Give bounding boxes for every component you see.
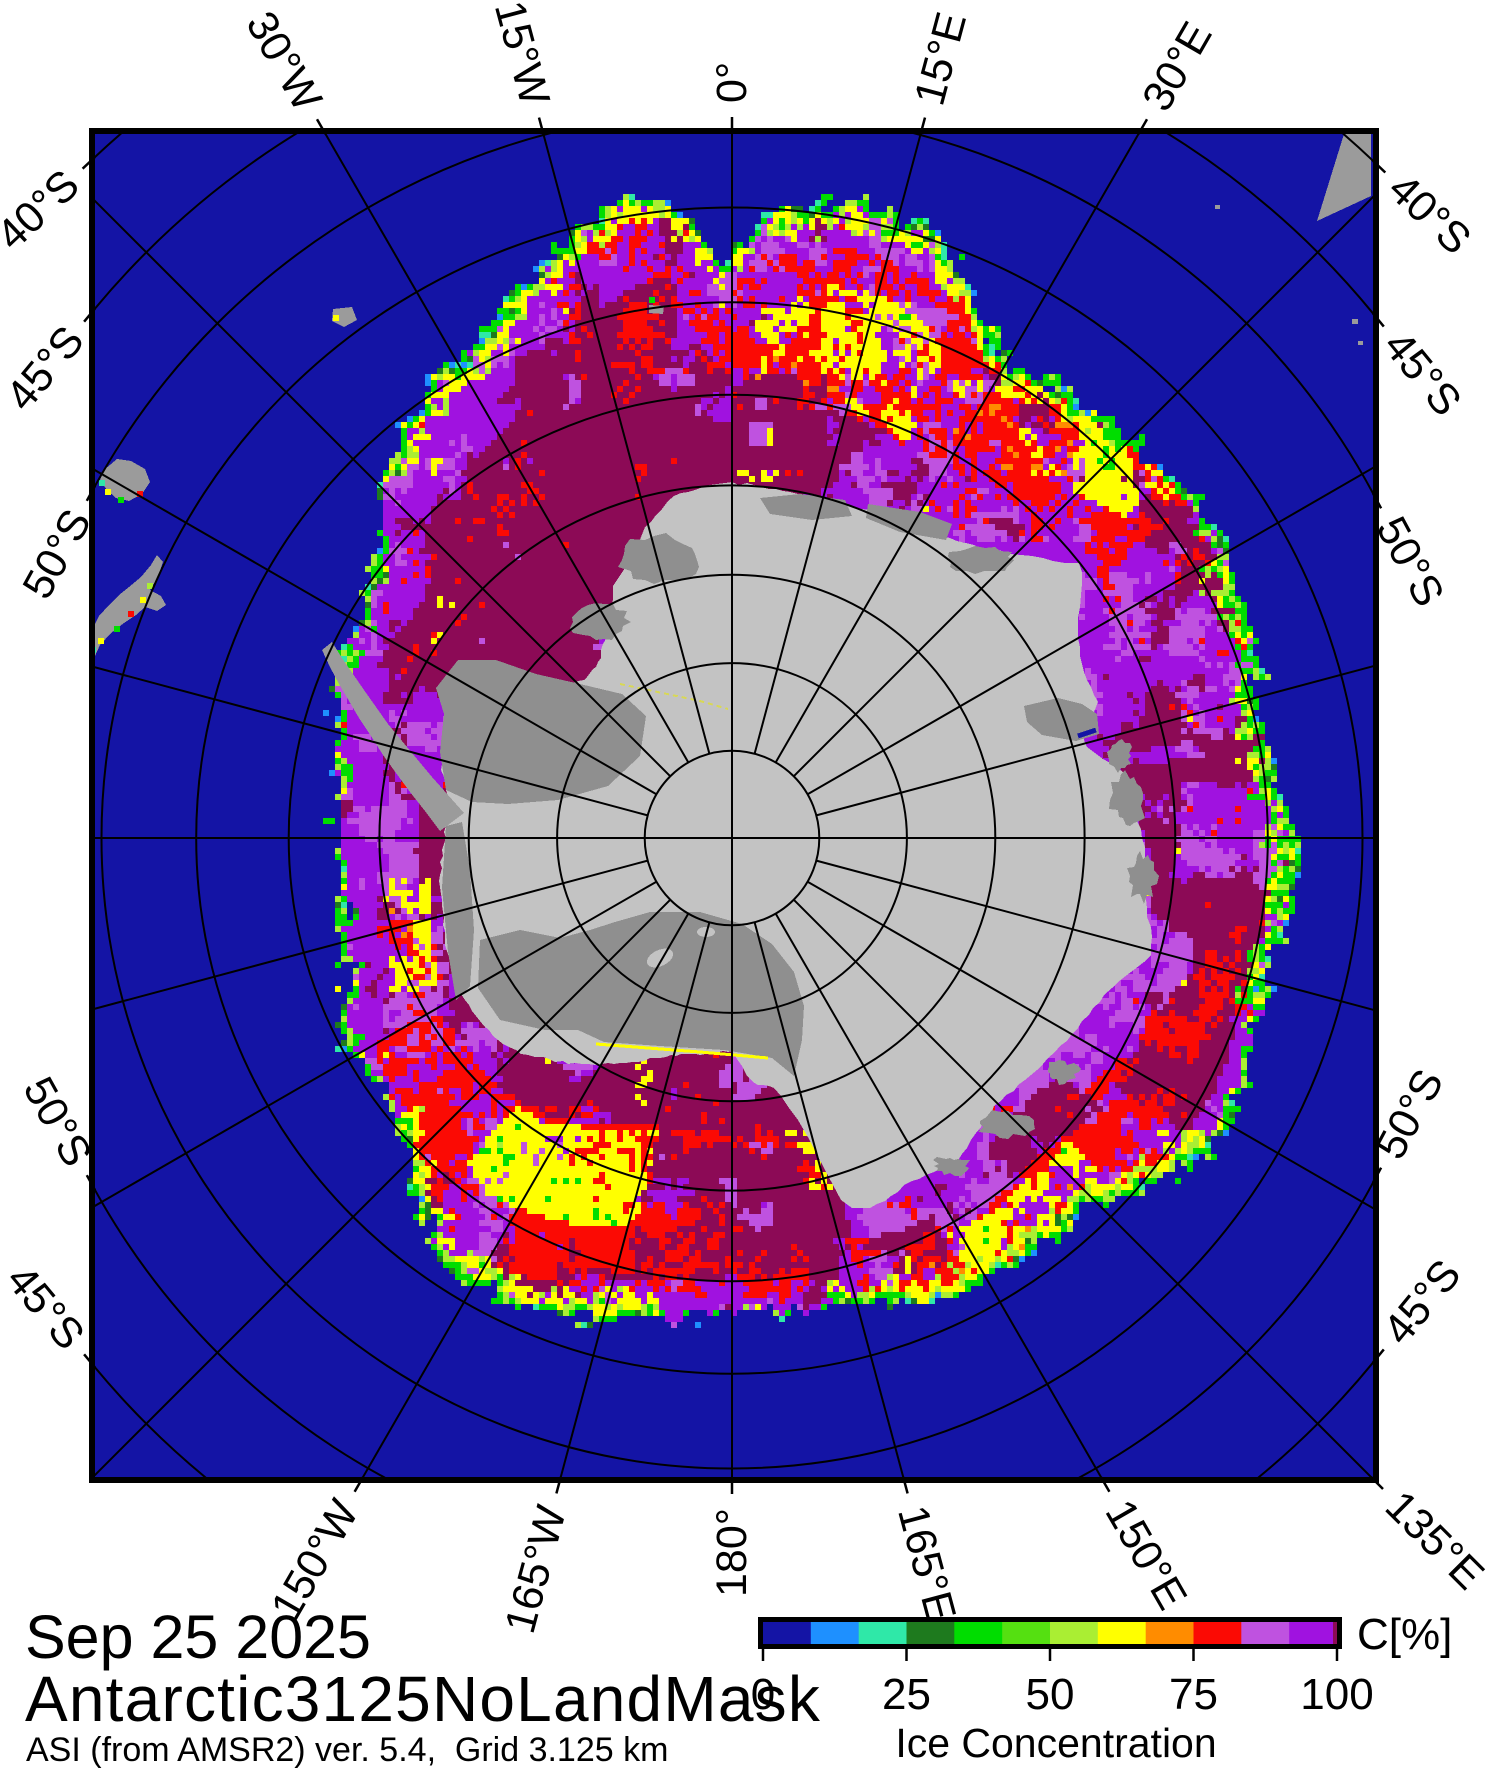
svg-text:Ice Concentration: Ice Concentration: [895, 1720, 1216, 1766]
svg-text:0: 0: [751, 1670, 775, 1719]
svg-text:ASI (from AMSR2) ver. 5.4, Gr: ASI (from AMSR2) ver. 5.4, Grid 3.125 km: [26, 1731, 668, 1769]
svg-text:Antarctic3125NoLandMask: Antarctic3125NoLandMask: [25, 1663, 821, 1735]
svg-text:180°: 180°: [708, 1508, 756, 1597]
svg-text:75: 75: [1169, 1670, 1218, 1719]
svg-text:Sep 25 2025: Sep 25 2025: [25, 1603, 371, 1671]
svg-text:0°: 0°: [708, 62, 756, 103]
svg-text:100: 100: [1300, 1670, 1373, 1719]
svg-text:C[%]: C[%]: [1357, 1610, 1452, 1659]
svg-text:25: 25: [882, 1670, 931, 1719]
svg-text:50: 50: [1026, 1670, 1075, 1719]
